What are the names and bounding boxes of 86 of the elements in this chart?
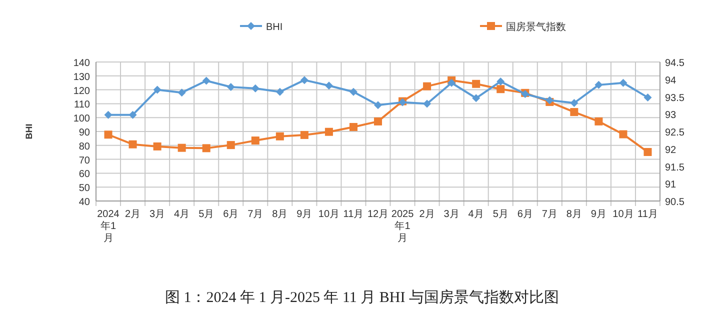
y-tick-label: 40 [78,197,90,208]
y2-tick-label: 93.5 [665,92,685,104]
point [153,86,162,94]
y2-tick-label: 90.5 [665,197,685,208]
legend-label: BHI [266,22,283,33]
y-axis-title: BHI [24,124,34,140]
point [178,144,186,152]
point [374,117,382,126]
x-tick-label: 9月 [590,209,606,220]
x-tick-label: 4月 [468,209,484,220]
y2-tick-label: 94.5 [665,58,685,69]
x-tick-label: 2025年1月 [391,209,414,244]
x-tick-label: 5月 [198,209,214,220]
y-tick-label: 110 [74,100,90,111]
x-tick-label: 6月 [517,209,533,220]
point [619,130,628,138]
point [644,93,652,102]
point [570,99,578,108]
point [300,76,308,84]
point [104,130,112,139]
point [324,82,333,90]
point [594,80,603,89]
y-tick-label: 120 [73,86,90,97]
point [276,132,284,140]
point [644,148,652,156]
x-tick-label: 2024年1月 [97,209,120,244]
x-tick-label: 11月 [638,209,658,220]
y-tick-label: 70 [78,155,90,166]
x-tick-label: 7月 [248,209,264,220]
point [619,78,628,87]
x-tick-label: 9月 [296,209,312,220]
point [448,78,456,87]
point [570,108,578,116]
point [251,136,260,145]
point [202,144,210,152]
point [374,101,382,110]
y-tick-label: 100 [73,114,90,125]
point [349,122,358,131]
y2-tick-label: 92.5 [665,128,685,138]
x-tick-label: 4月 [174,209,190,220]
point [423,82,432,90]
point [128,110,137,119]
y-tick-label: 140 [73,58,90,69]
point [178,88,186,97]
x-tick-label: 12月 [367,209,389,220]
y-tick-label: 130 [73,72,90,83]
x-tick-label: 2月 [419,209,435,220]
point [496,77,505,86]
y2-tick-label: 92 [665,144,677,156]
text: 图 1：2024 年 1 月-2025 年 11 月 BHI 与国房景气指数对比图 [164,289,560,306]
y-tick-label: 90 [78,128,90,138]
point [496,85,505,94]
y-tick-label: 80 [78,141,90,152]
x-tick-label: 11月 [343,209,364,220]
point [104,110,112,119]
point [472,80,480,88]
point [226,83,235,92]
point [128,140,137,148]
x-tick-label: 8月 [272,209,288,220]
point [153,142,162,150]
x-tick-label: 2月 [125,209,141,220]
point [594,117,603,126]
point [472,94,480,102]
point [202,76,210,85]
point [349,88,358,96]
y-tick-label: 50 [78,183,90,194]
x-tick-label: 3月 [444,209,460,220]
x-tick-label: 6月 [223,209,239,220]
x-tick-label: 10月 [318,209,340,220]
x-tick-label: 5月 [492,209,508,220]
y2-tick-label: 93 [665,110,677,122]
point [300,130,308,139]
y2-tick-label: 94 [665,75,677,86]
y2-tick-label: 91.5 [665,162,685,174]
point [324,128,333,136]
y2-tick-label: 91 [665,180,677,191]
point [251,84,260,92]
point [423,100,432,108]
x-tick-label: 10月 [612,209,634,220]
legend-label: 国房景气指数 [506,21,566,33]
point [276,88,284,96]
x-tick-label: 3月 [150,209,166,220]
point [226,141,235,150]
x-tick-label: 7月 [542,209,558,220]
x-tick-label: 8月 [566,209,582,220]
y-tick-label: 60 [78,169,90,180]
